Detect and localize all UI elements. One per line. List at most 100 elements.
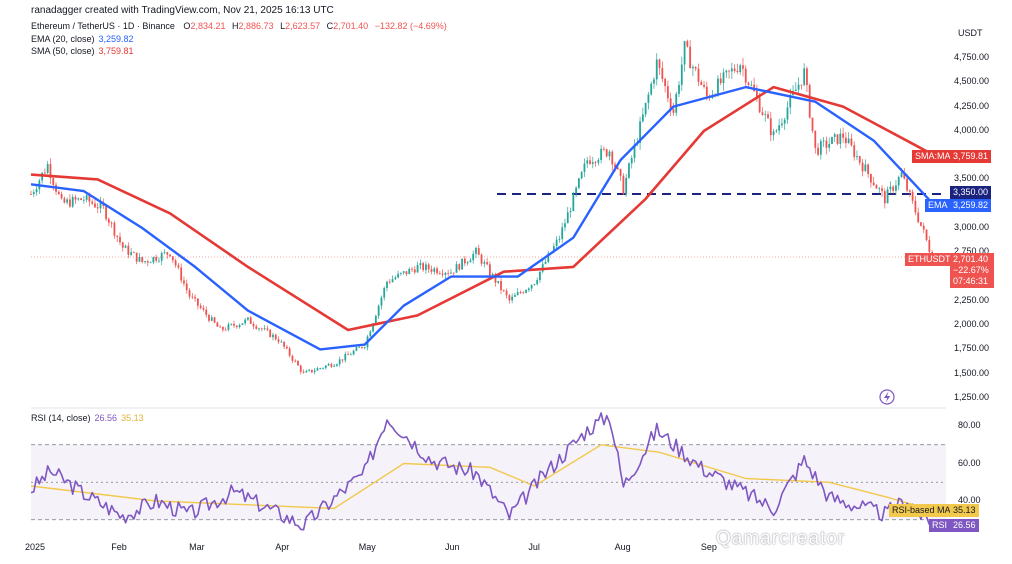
- candle-body: [561, 227, 564, 240]
- candle-body: [575, 187, 578, 194]
- candle-body: [856, 156, 858, 158]
- candle: [622, 173, 625, 195]
- candle: [344, 351, 347, 363]
- candle-body: [391, 279, 394, 283]
- candle-body: [461, 258, 463, 270]
- candle: [160, 251, 163, 266]
- candle-body: [522, 292, 525, 294]
- candle-body: [616, 167, 619, 170]
- candle: [736, 63, 739, 74]
- candle: [920, 222, 922, 227]
- candle: [310, 369, 313, 374]
- rsi-ma-tag-value: 35.13: [950, 504, 979, 517]
- candle-body: [641, 114, 644, 122]
- candle-body: [872, 182, 875, 186]
- candle: [194, 294, 196, 302]
- candle: [419, 259, 422, 270]
- price-tick-label: 4,750.00: [954, 52, 990, 62]
- candle: [74, 194, 77, 204]
- candle: [653, 77, 655, 89]
- candle-body: [519, 292, 522, 293]
- lightning-icon[interactable]: [879, 389, 895, 405]
- candle: [416, 261, 419, 273]
- time-tick-label: Sep: [700, 542, 717, 552]
- candle: [32, 189, 35, 198]
- candle: [566, 206, 569, 224]
- candle: [288, 346, 291, 358]
- candle-body: [85, 195, 88, 200]
- candle-body: [355, 347, 358, 351]
- candle: [525, 289, 527, 294]
- candle-body: [781, 123, 783, 126]
- candle-body: [77, 198, 80, 200]
- candle: [603, 146, 605, 152]
- candle: [146, 259, 149, 267]
- candle-body: [105, 205, 107, 220]
- candle: [794, 82, 797, 92]
- candle: [856, 150, 858, 161]
- candle-body: [552, 246, 555, 253]
- ohlc-h-label: H: [232, 21, 239, 31]
- candle: [188, 288, 191, 300]
- candle-body: [316, 368, 319, 371]
- candle-body: [249, 317, 252, 324]
- candle: [402, 270, 405, 275]
- candle-body: [475, 248, 477, 254]
- candle-body: [205, 309, 208, 315]
- symbol-tag: ETHUSDT: [905, 253, 954, 266]
- candle-body: [906, 178, 908, 191]
- candle-body: [530, 284, 533, 289]
- candle-body: [52, 178, 55, 185]
- sma-tag-value: 3,759.81: [950, 150, 992, 163]
- price-tick-label: 3,500.00: [954, 173, 990, 184]
- candle-body: [508, 295, 511, 301]
- candle-body: [669, 98, 672, 110]
- sma-legend: SMA (50, close) 3,759.81: [31, 46, 134, 56]
- candle-body: [639, 121, 641, 143]
- time-tick-label: Aug: [614, 542, 631, 552]
- candle-body: [922, 225, 925, 230]
- candle: [781, 118, 783, 128]
- candle: [831, 136, 833, 145]
- candle-body: [425, 264, 427, 271]
- symbol-legend: Ethereum / TetherUS · 1D · Binance O2,83…: [31, 21, 447, 31]
- ema-tag-value: 3,259.82: [950, 199, 992, 212]
- candle: [844, 132, 847, 149]
- candle-body: [163, 252, 166, 254]
- candle: [313, 367, 316, 375]
- candle-body: [299, 365, 302, 372]
- candle: [82, 195, 85, 204]
- candle: [867, 163, 870, 178]
- rsi-legend-value: 26.56: [94, 413, 118, 423]
- candle: [77, 197, 80, 201]
- candle: [878, 186, 881, 194]
- candle-body: [928, 240, 931, 252]
- candle: [672, 103, 675, 116]
- candle: [202, 305, 205, 312]
- rsi-ma-tag: RSI-based MA: [889, 504, 954, 517]
- candle: [155, 254, 158, 263]
- rsi-ma-legend-value: 35.13: [121, 413, 144, 423]
- candle-body: [113, 222, 116, 236]
- candle-body: [694, 66, 697, 69]
- candle: [127, 242, 130, 259]
- candle: [422, 261, 425, 272]
- candle-body: [285, 346, 288, 349]
- candle-body: [413, 269, 416, 273]
- ohlc-l-label: L: [280, 21, 286, 31]
- candle: [30, 190, 32, 195]
- candle: [822, 136, 825, 147]
- candle-body: [57, 191, 60, 194]
- candle-body: [739, 65, 742, 73]
- candle: [463, 255, 466, 267]
- candle: [881, 185, 883, 197]
- candle: [391, 275, 394, 283]
- candle-body: [767, 114, 769, 119]
- candle-body: [608, 151, 611, 157]
- candle-body: [324, 365, 327, 368]
- candle-body: [386, 281, 388, 288]
- candle: [196, 298, 199, 310]
- candle-body: [814, 130, 817, 148]
- candle: [775, 128, 778, 133]
- candle: [739, 63, 742, 75]
